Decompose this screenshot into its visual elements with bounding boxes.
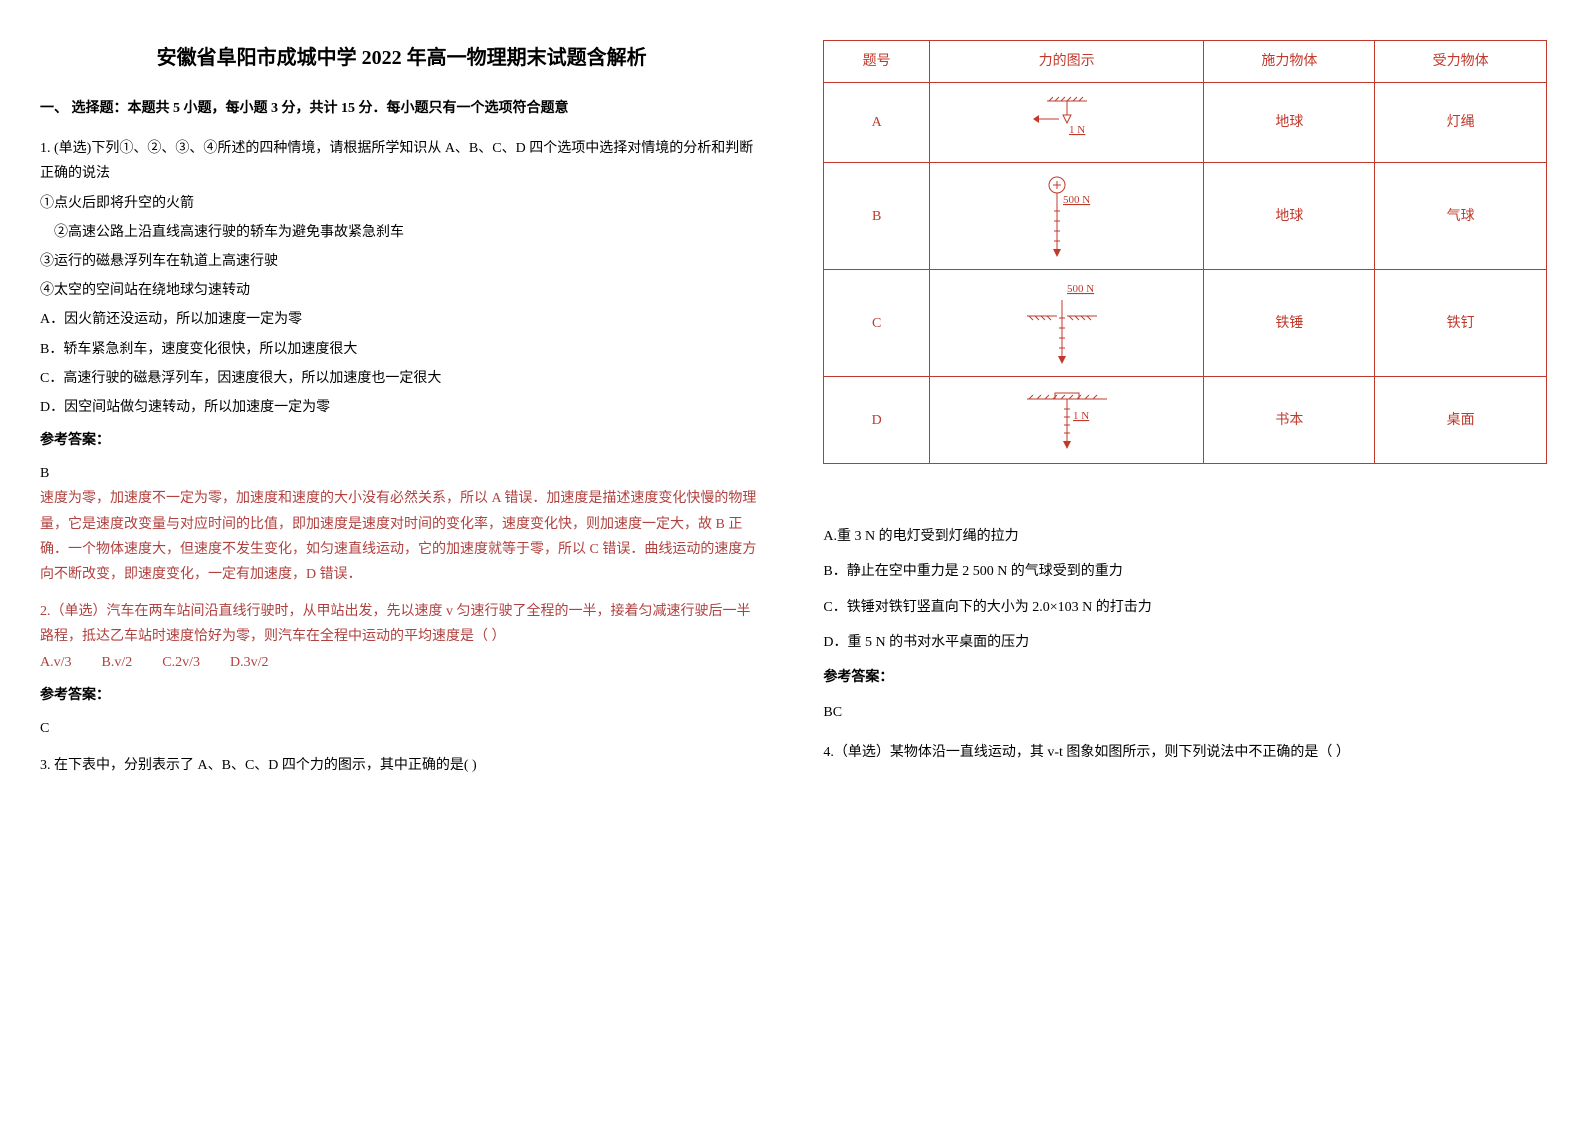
q3-option-d: D．重 5 N 的书对水平桌面的压力 bbox=[823, 630, 1546, 655]
row-c-receiver: 铁钉 bbox=[1375, 270, 1546, 377]
q2-option-b: B.v/2 bbox=[102, 650, 133, 675]
row-d-id: D bbox=[824, 377, 930, 464]
row-a-receiver: 灯绳 bbox=[1375, 83, 1546, 163]
q3-option-a: A.重 3 N 的电灯受到灯绳的拉力 bbox=[823, 524, 1546, 549]
table-header-row: 题号 力的图示 施力物体 受力物体 bbox=[824, 41, 1546, 83]
q3-stem: 3. 在下表中，分别表示了 A、B、C、D 四个力的图示，其中正确的是( ) bbox=[40, 753, 763, 778]
diagram-d: 1 N bbox=[938, 385, 1195, 455]
q3-answer-label: 参考答案： bbox=[823, 665, 1546, 690]
q2-option-d: D.3v/2 bbox=[230, 650, 269, 675]
row-a-id: A bbox=[824, 83, 930, 163]
row-d-diagram: 1 N bbox=[929, 377, 1203, 464]
table-row-d: D bbox=[824, 377, 1546, 464]
svg-text:500 N: 500 N bbox=[1063, 194, 1090, 206]
row-a-applier: 地球 bbox=[1204, 83, 1375, 163]
question-1: 1. (单选)下列①、②、③、④所述的四种情境，请根据所学知识从 A、B、C、D… bbox=[40, 136, 763, 587]
row-c-diagram: 500 N bbox=[929, 270, 1203, 377]
left-column: 安徽省阜阳市成城中学 2022 年高一物理期末试题含解析 一、 选择题：本题共 … bbox=[40, 40, 763, 790]
q2-options-row: A.v/3 B.v/2 C.2v/3 D.3v/2 bbox=[40, 650, 763, 675]
row-b-applier: 地球 bbox=[1204, 163, 1375, 270]
q1-answer: B bbox=[40, 461, 763, 486]
q1-option-c: C．高速行驶的磁悬浮列车，因速度很大，所以加速度也一定很大 bbox=[40, 366, 763, 391]
right-column: 题号 力的图示 施力物体 受力物体 A bbox=[823, 40, 1546, 790]
row-b-receiver: 气球 bbox=[1375, 163, 1546, 270]
th-1: 力的图示 bbox=[929, 41, 1203, 83]
q1-item-3: ③运行的磁悬浮列车在轨道上高速行驶 bbox=[40, 249, 763, 274]
row-b-diagram: 500 N bbox=[929, 163, 1203, 270]
th-0: 题号 bbox=[824, 41, 930, 83]
q3-option-b: B．静止在空中重力是 2 500 N 的气球受到的重力 bbox=[823, 559, 1546, 584]
q3-answer: BC bbox=[823, 700, 1546, 725]
q1-stem: 1. (单选)下列①、②、③、④所述的四种情境，请根据所学知识从 A、B、C、D… bbox=[40, 136, 763, 186]
question-4: 4.（单选）某物体沿一直线运动，其 v-t 图象如图所示，则下列说法中不正确的是… bbox=[823, 740, 1546, 765]
question-3-stem-block: 3. 在下表中，分别表示了 A、B、C、D 四个力的图示，其中正确的是( ) bbox=[40, 753, 763, 778]
q2-answer: C bbox=[40, 716, 763, 741]
force-table: 题号 力的图示 施力物体 受力物体 A bbox=[823, 40, 1546, 464]
q3-options: A.重 3 N 的电灯受到灯绳的拉力 B．静止在空中重力是 2 500 N 的气… bbox=[823, 524, 1546, 725]
force-diagram-a-svg: 1 N bbox=[1027, 93, 1107, 153]
q1-option-a: A．因火箭还没运动，所以加速度一定为零 bbox=[40, 307, 763, 332]
table-row-c: C 500 N bbox=[824, 270, 1546, 377]
q4-stem: 4.（单选）某物体沿一直线运动，其 v-t 图象如图所示，则下列说法中不正确的是… bbox=[823, 740, 1546, 765]
row-a-diagram: 1 N bbox=[929, 83, 1203, 163]
page-container: 安徽省阜阳市成城中学 2022 年高一物理期末试题含解析 一、 选择题：本题共 … bbox=[40, 40, 1547, 790]
q3-option-c: C．铁锤对铁钉竖直向下的大小为 2.0×103 N 的打击力 bbox=[823, 595, 1546, 620]
svg-text:1 N: 1 N bbox=[1069, 124, 1085, 136]
q1-analysis: 速度为零，加速度不一定为零，加速度和速度的大小没有必然关系，所以 A 错误．加速… bbox=[40, 486, 763, 587]
q2-answer-label: 参考答案： bbox=[40, 683, 763, 708]
table-row-a: A 1 N bbox=[824, 83, 1546, 163]
question-2: 2.（单选）汽车在两车站间沿直线行驶时，从甲站出发，先以速度 v 匀速行驶了全程… bbox=[40, 599, 763, 741]
q1-item-2: ②高速公路上沿直线高速行驶的轿车为避免事故紧急刹车 bbox=[40, 220, 763, 245]
th-2: 施力物体 bbox=[1204, 41, 1375, 83]
row-c-applier: 铁锤 bbox=[1204, 270, 1375, 377]
section-1-header: 一、 选择题：本题共 5 小题，每小题 3 分，共计 15 分．每小题只有一个选… bbox=[40, 96, 763, 121]
page-title: 安徽省阜阳市成城中学 2022 年高一物理期末试题含解析 bbox=[40, 40, 763, 76]
diagram-b: 500 N bbox=[938, 171, 1195, 261]
row-d-receiver: 桌面 bbox=[1375, 377, 1546, 464]
diagram-a: 1 N bbox=[938, 91, 1195, 154]
q1-option-b: B．轿车紧急刹车，速度变化很快，所以加速度很大 bbox=[40, 337, 763, 362]
q2-option-c: C.2v/3 bbox=[162, 650, 200, 675]
q1-answer-label: 参考答案： bbox=[40, 428, 763, 453]
force-diagram-c-svg: 500 N bbox=[1017, 278, 1117, 368]
row-c-id: C bbox=[824, 270, 930, 377]
q1-item-4: ④太空的空间站在绕地球匀速转动 bbox=[40, 278, 763, 303]
q2-stem: 2.（单选）汽车在两车站间沿直线行驶时，从甲站出发，先以速度 v 匀速行驶了全程… bbox=[40, 599, 763, 649]
diagram-c: 500 N bbox=[938, 278, 1195, 368]
svg-text:500 N: 500 N bbox=[1067, 283, 1094, 295]
q1-item-1: ①点火后即将升空的火箭 bbox=[40, 191, 763, 216]
q1-option-d: D．因空间站做匀速转动，所以加速度一定为零 bbox=[40, 395, 763, 420]
row-b-id: B bbox=[824, 163, 930, 270]
q2-option-a: A.v/3 bbox=[40, 650, 72, 675]
row-d-applier: 书本 bbox=[1204, 377, 1375, 464]
table-row-b: B bbox=[824, 163, 1546, 270]
force-diagram-b-svg: 500 N bbox=[1027, 171, 1107, 261]
th-3: 受力物体 bbox=[1375, 41, 1546, 83]
force-diagram-d-svg: 1 N bbox=[1017, 385, 1117, 455]
svg-text:1 N: 1 N bbox=[1073, 410, 1089, 422]
